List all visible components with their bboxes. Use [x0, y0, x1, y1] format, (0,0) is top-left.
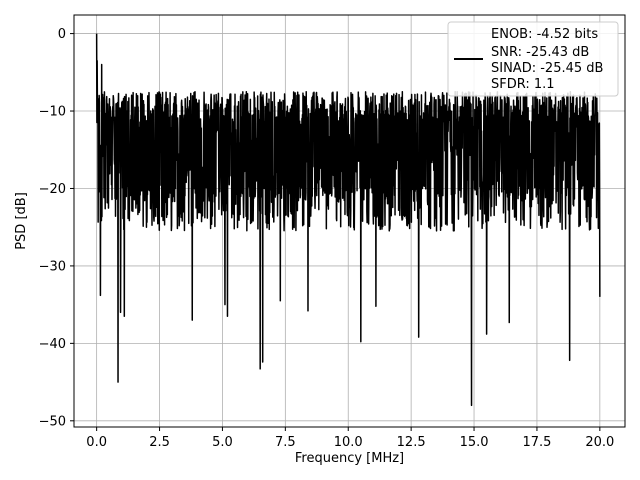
plot-frame: [73, 14, 626, 428]
legend-line-enob: ENOB: -4.52 bits: [491, 27, 598, 42]
x-tick-label: 20.0: [585, 435, 614, 450]
x-tick-label: 17.5: [522, 435, 551, 450]
y-tick-label: 0: [58, 27, 66, 42]
x-tick-label: 5.0: [212, 435, 233, 450]
psd-series: [95, 33, 601, 407]
x-tick-label: 0.0: [86, 435, 107, 450]
legend: ENOB: -4.52 bits SNR: -25.43 dB SINAD: -…: [447, 21, 619, 97]
y-tick-label: −40: [39, 337, 66, 352]
psd-line: [95, 33, 601, 407]
y-tick-label: −10: [39, 105, 66, 120]
legend-box: [447, 21, 619, 97]
y-axis-label: PSD [dB]: [14, 192, 29, 250]
x-tick-label: 12.5: [397, 435, 426, 450]
x-tick-label: 15.0: [460, 435, 489, 450]
x-tick-label: 10.0: [334, 435, 363, 450]
x-tick-label: 7.5: [275, 435, 296, 450]
legend-line-sinad: SINAD: -25.45 dB: [491, 61, 603, 76]
y-axis-ticks: 0 −10 −20 −30 −40 −50: [39, 27, 74, 429]
x-axis-label: Frequency [MHz]: [295, 451, 404, 466]
x-axis-ticks: 0.0 2.5 5.0 7.5 10.0 12.5 15.0 17.5 20.0: [86, 427, 614, 450]
legend-line-snr: SNR: -25.43 dB: [491, 45, 589, 60]
legend-line-sfdr: SFDR: 1.1: [491, 77, 555, 92]
y-tick-label: −30: [39, 259, 66, 274]
x-tick-label: 2.5: [149, 435, 170, 450]
y-tick-label: −50: [39, 414, 66, 429]
y-tick-label: −20: [39, 182, 66, 197]
